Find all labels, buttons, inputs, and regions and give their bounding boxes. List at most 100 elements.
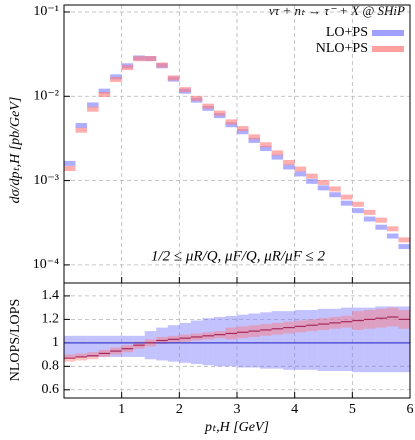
uncertainty-band [237, 314, 249, 368]
legend-label: NLO+PS [316, 41, 368, 56]
histogram-bin [294, 171, 307, 177]
uncertainty-band [306, 309, 318, 370]
plot-frame [63, 282, 411, 399]
uncertainty-band [271, 311, 284, 369]
histogram-bin [248, 134, 261, 140]
y-tick-label: 1 [52, 335, 59, 350]
y-tick-label: 0.6 [42, 382, 60, 397]
histogram-bin [144, 56, 157, 62]
uncertainty-band [352, 307, 364, 373]
histogram-bin [121, 65, 134, 71]
histogram-bin [167, 75, 180, 81]
uncertainty-band [283, 311, 295, 370]
uncertainty-band [225, 315, 237, 367]
histogram-bin [386, 233, 399, 239]
x-tick-label: 4 [291, 402, 298, 417]
legend-swatch [372, 46, 404, 52]
annotation: 1/2 ≤ μR/Q, μF/Q, μR/μF ≤ 2 [151, 248, 326, 264]
uncertainty-band [87, 335, 99, 357]
x-tick-label: 3 [234, 402, 241, 417]
uncertainty-band [202, 318, 214, 366]
histogram-bin [213, 110, 226, 116]
histogram-bin [340, 194, 353, 200]
x-tick-label: 6 [407, 402, 414, 417]
histogram-bin [398, 244, 410, 250]
histogram-bin [271, 154, 284, 160]
uncertainty-band [340, 307, 353, 372]
histogram-bin [306, 178, 318, 184]
uncertainty-band [260, 312, 272, 369]
histogram-bin [87, 102, 99, 108]
x-axis-label: pₜ,H [GeV] [204, 420, 269, 435]
histogram-bin [260, 142, 272, 148]
histogram-bin [306, 173, 318, 179]
histogram-bin [75, 127, 88, 133]
y-axis-label: dσ/dpₜ,H [pb/GeV] [8, 97, 23, 204]
uncertainty-band [133, 335, 145, 357]
histogram-bin [340, 200, 353, 206]
x-tick-label: 5 [349, 402, 356, 417]
histogram-bin [98, 92, 111, 98]
histogram-bin [271, 150, 284, 156]
y-axis-label: NLOPS/LOPS [8, 299, 23, 381]
histogram-bin [156, 62, 168, 68]
histogram-bin [317, 179, 330, 185]
uncertainty-band [386, 306, 399, 373]
histogram-bin [179, 87, 191, 93]
y-tick-label: 10⁻¹ [33, 4, 59, 19]
histogram-bin [283, 159, 295, 165]
uncertainty-band [144, 331, 157, 360]
histogram-bin [75, 123, 88, 129]
histogram-bin [352, 208, 364, 214]
x-tick-label: 1 [118, 402, 125, 417]
histogram-bin [363, 216, 376, 222]
histogram-bin [398, 237, 410, 243]
uncertainty-band [294, 309, 307, 370]
histogram-bin [260, 146, 272, 152]
histogram-bin [87, 106, 99, 112]
histogram-bin [133, 56, 145, 62]
histogram-bin [98, 88, 111, 94]
histogram-bin [352, 201, 364, 207]
uncertainty-band [156, 327, 168, 361]
histogram-bin [375, 224, 387, 230]
y-tick-label: 10⁻⁴ [33, 257, 59, 272]
uncertainty-band [98, 335, 111, 357]
histogram-bin [64, 160, 76, 166]
histogram-bin [110, 77, 122, 83]
histogram-bin [110, 74, 122, 80]
uncertainty-band [375, 306, 387, 373]
histogram-bin [237, 126, 249, 132]
histogram-bin [190, 95, 203, 101]
chart-title: ντ + nₜ → τ⁻ + X @ SHiP [269, 3, 405, 18]
histogram-bin [248, 137, 261, 143]
histogram-bin [225, 119, 237, 125]
histogram-bin [202, 103, 214, 109]
uncertainty-band [317, 308, 330, 372]
legend-label: LO+PS [326, 25, 368, 40]
histogram-bin [237, 129, 249, 135]
x-tick-label: 2 [176, 402, 183, 417]
uncertainty-band [213, 317, 226, 367]
uncertainty-band [329, 308, 341, 372]
uncertainty-band [398, 306, 410, 373]
histogram-bin [225, 122, 237, 128]
histogram-bin [64, 166, 76, 172]
histogram-bin [363, 209, 376, 215]
y-tick-label: 10⁻² [33, 89, 59, 104]
uncertainty-band [363, 307, 376, 373]
histogram-bin [386, 226, 399, 232]
legend-swatch [372, 30, 404, 36]
y-tick-label: 1.4 [42, 288, 60, 303]
histogram-bin [294, 166, 307, 172]
uncertainty-band [64, 335, 76, 357]
histogram-bin [283, 164, 295, 170]
uncertainty-band [248, 313, 261, 368]
uncertainty-band [75, 335, 88, 357]
histogram-bin [317, 185, 330, 191]
y-tick-label: 1.2 [42, 312, 60, 327]
uncertainty-band [110, 335, 122, 357]
uncertainty-band [121, 335, 134, 357]
histogram-bin [329, 186, 341, 192]
